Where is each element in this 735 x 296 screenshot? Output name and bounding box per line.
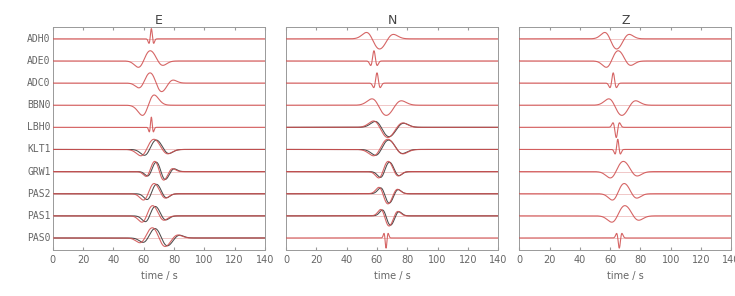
- Text: ADE0: ADE0: [27, 56, 51, 66]
- Text: KLT1: KLT1: [27, 144, 51, 155]
- Text: PAS2: PAS2: [27, 189, 51, 199]
- Title: E: E: [155, 14, 163, 27]
- Text: ADC0: ADC0: [27, 78, 51, 88]
- X-axis label: time / s: time / s: [607, 271, 644, 281]
- Text: GRW1: GRW1: [27, 167, 51, 177]
- Text: PAS0: PAS0: [27, 233, 51, 243]
- Text: LBH0: LBH0: [27, 122, 51, 132]
- Text: ADH0: ADH0: [27, 34, 51, 44]
- Title: Z: Z: [621, 14, 630, 27]
- X-axis label: time / s: time / s: [140, 271, 177, 281]
- Text: BBN0: BBN0: [27, 100, 51, 110]
- X-axis label: time / s: time / s: [374, 271, 410, 281]
- Title: N: N: [387, 14, 397, 27]
- Text: PAS1: PAS1: [27, 211, 51, 221]
